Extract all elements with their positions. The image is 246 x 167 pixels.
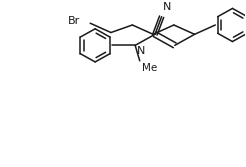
Text: Br: Br — [68, 16, 80, 26]
Text: Me: Me — [142, 63, 157, 73]
Text: N: N — [163, 2, 171, 12]
Text: N: N — [137, 46, 146, 56]
